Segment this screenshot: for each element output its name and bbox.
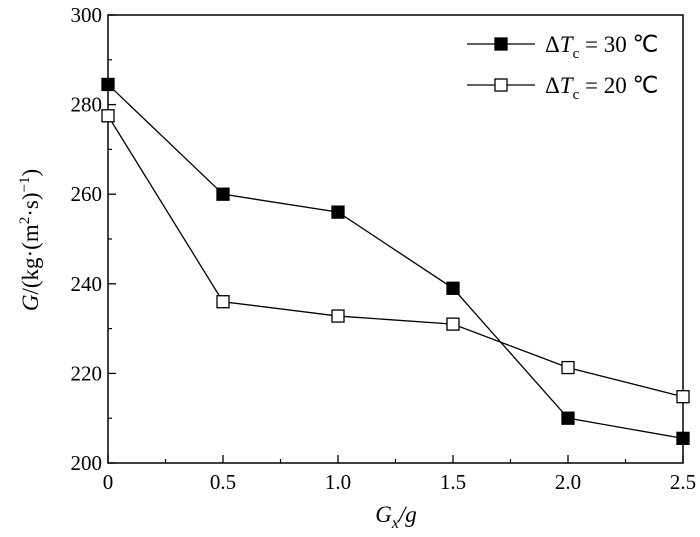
- legend-item-series-2: ΔTc = 20 ℃: [467, 73, 658, 103]
- series-2-point: [561, 360, 575, 375]
- tick-labels: 0 0.5 1.0 1.5 2.0 2.5 200 220 240 260 280 300: [71, 3, 697, 494]
- x-tick-label: 0: [103, 470, 114, 494]
- series-layer: [101, 77, 690, 446]
- x-tick-label: 0.5: [210, 470, 236, 494]
- legend-marker-series-2: [494, 78, 508, 92]
- legend-label-series-2: ΔTc = 20 ℃: [545, 73, 658, 103]
- series-1-point: [561, 411, 575, 425]
- series-1-point: [331, 205, 345, 219]
- y-tick-label: 300: [71, 3, 103, 27]
- series-2-point: [101, 109, 115, 123]
- series-1-line: [107, 83, 684, 440]
- series-1-point: [101, 77, 115, 92]
- y-tick-label: 240: [71, 272, 103, 296]
- series-1-point: [216, 187, 230, 201]
- series-2-point: [676, 390, 690, 404]
- legend-label-series-1: ΔTc = 30 ℃: [545, 32, 658, 62]
- y-tick-label: 200: [71, 451, 103, 475]
- series-1-point: [676, 431, 690, 446]
- legend-item-series-1: ΔTc = 30 ℃: [467, 32, 658, 62]
- x-tick-label: 2.5: [670, 470, 696, 494]
- series-2-line: [107, 115, 684, 398]
- x-tick-label: 1.0: [325, 470, 351, 494]
- series-1-point: [446, 281, 460, 295]
- series-2-point: [216, 295, 230, 309]
- x-tick-label: 2.0: [555, 470, 581, 494]
- x-axis-title: Gx/g: [375, 502, 417, 532]
- y-axis-title: G/(kg·(m2·s)−1): [17, 169, 43, 311]
- series-2-point: [331, 309, 345, 323]
- y-tick-label: 220: [71, 361, 103, 385]
- legend-marker-series-1: [494, 37, 508, 51]
- y-tick-label: 260: [71, 182, 103, 206]
- y-tick-label: 280: [71, 93, 103, 117]
- series-2-point: [446, 317, 460, 331]
- plot-frame: [107, 14, 684, 464]
- legend: ΔTc = 30 ℃ ΔTc = 20 ℃: [467, 32, 658, 103]
- x-tick-label: 1.5: [440, 470, 466, 494]
